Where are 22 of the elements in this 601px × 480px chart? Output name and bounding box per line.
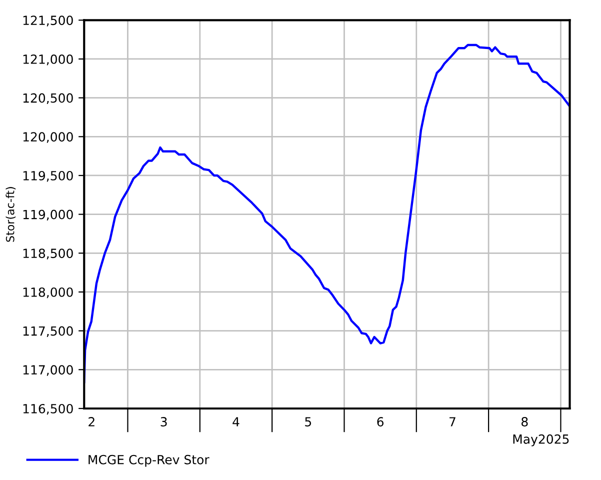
y-tick-label: 120,000: [23, 132, 73, 143]
y-tick-label: 121,000: [23, 54, 73, 66]
line-series: [84, 44, 570, 384]
y-tick-label: 119,500: [23, 170, 73, 182]
x-tick-label: 4: [232, 417, 240, 426]
y-tick-label: 118,500: [23, 248, 73, 260]
x-axis-title: May2025: [513, 434, 569, 446]
y-tick-label: 121,500: [23, 16, 73, 26]
y-tick-label: 117,500: [23, 326, 73, 338]
x-tick-label: 2: [88, 417, 94, 426]
x-tick-label: 5: [305, 417, 312, 426]
y-tick-label: 119,000: [23, 210, 73, 221]
y-tick-label: 116,500: [23, 404, 73, 415]
y-tick-label: 117,000: [23, 365, 73, 376]
x-tick-label: 3: [160, 417, 167, 426]
x-tick-label: 6: [377, 417, 384, 426]
legend-label: MCGE Ccp-Rev Stor: [88, 454, 210, 467]
y-tick-label: 118,000: [23, 287, 73, 298]
y-tick-label: 120,500: [23, 93, 73, 104]
x-tick-label: 7: [450, 417, 456, 426]
x-tick-label: 8: [522, 417, 528, 426]
y-axis-title: Stor(ac-ft): [6, 187, 16, 242]
